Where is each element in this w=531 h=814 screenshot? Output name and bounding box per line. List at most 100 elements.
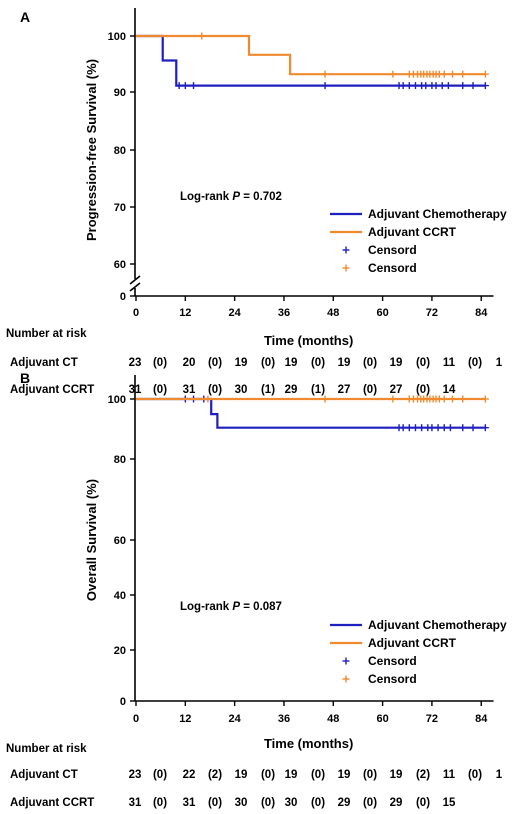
x-tick-label: 12 bbox=[179, 307, 191, 319]
y-tick-label: 80 bbox=[114, 145, 126, 157]
risk-cell: 23 bbox=[129, 357, 142, 369]
x-tick-label: 60 bbox=[376, 713, 388, 725]
risk-cell: (0) bbox=[468, 357, 482, 369]
legend-label: Adjuvant CCRT bbox=[368, 636, 457, 650]
censor-mark bbox=[469, 424, 477, 432]
x-tick-label: 36 bbox=[278, 713, 290, 725]
risk-cell: (0) bbox=[363, 769, 377, 781]
panel-letter: B bbox=[20, 370, 30, 386]
legend-label: Adjuvant Chemotherapy bbox=[368, 207, 507, 221]
x-tick-label: 72 bbox=[426, 307, 438, 319]
censor-mark bbox=[440, 424, 448, 432]
risk-cell: 30 bbox=[285, 797, 298, 809]
x-tick-label: 0 bbox=[133, 307, 139, 319]
y-tick-label: 40 bbox=[114, 590, 126, 602]
axes bbox=[129, 8, 494, 297]
censor-mark bbox=[418, 424, 426, 432]
x-tick-label: 48 bbox=[327, 713, 339, 725]
censor-mark bbox=[448, 70, 456, 78]
logrank-prefix: Log-rank bbox=[180, 601, 232, 613]
censor-mark bbox=[481, 424, 489, 432]
risk-cell: 30 bbox=[235, 384, 248, 396]
legend-swatch-censor bbox=[342, 657, 350, 665]
axes bbox=[134, 375, 494, 702]
risk-cell: 20 bbox=[183, 357, 196, 369]
x-axis-label: Time (months) bbox=[264, 333, 353, 348]
legend-swatch-censor bbox=[342, 675, 350, 683]
risk-cell: 27 bbox=[390, 384, 403, 396]
risk-table: Number at risk Adjuvant CT 23 (0) 22 (2) 19 (0)… bbox=[6, 743, 503, 809]
risk-table-title: Number at risk bbox=[6, 743, 87, 755]
x-tick-label: 12 bbox=[179, 713, 191, 725]
logrank-p: P bbox=[232, 191, 240, 203]
censor-mark bbox=[481, 395, 489, 403]
y-tick-label: 90 bbox=[114, 87, 126, 99]
censor-mark bbox=[321, 395, 329, 403]
risk-cell: (0) bbox=[208, 357, 222, 369]
censor-mark bbox=[198, 32, 206, 40]
legend-label: Censord bbox=[368, 261, 417, 275]
risk-cell: 15 bbox=[443, 797, 456, 809]
risk-cell: (0) bbox=[311, 797, 325, 809]
censor-mark bbox=[440, 70, 448, 78]
y-axis-label: Overall Survival (%) bbox=[84, 479, 99, 601]
risk-cell: 31 bbox=[129, 797, 142, 809]
x-tick-label: 84 bbox=[475, 713, 488, 725]
risk-cell: (1) bbox=[311, 384, 325, 396]
censor-mark bbox=[459, 70, 467, 78]
x-axis-label: Time (months) bbox=[264, 736, 353, 751]
x-tick-label: 24 bbox=[229, 713, 242, 725]
logrank-annotation: Log-rank P = 0.702 bbox=[180, 191, 282, 203]
series-line-chemotherapy bbox=[136, 397, 486, 429]
y-tick-label: 60 bbox=[114, 535, 126, 547]
censor-mark bbox=[459, 82, 467, 90]
y-tick-label: 0 bbox=[120, 696, 126, 708]
censor-mark bbox=[411, 82, 419, 90]
legend-label: Adjuvant CCRT bbox=[368, 225, 457, 239]
censor-mark bbox=[446, 424, 454, 432]
risk-cell: (2) bbox=[416, 769, 430, 781]
legend-label: Censord bbox=[368, 654, 417, 668]
censor-mark bbox=[321, 70, 329, 78]
censor-mark bbox=[399, 82, 407, 90]
risk-cell: 19 bbox=[338, 357, 351, 369]
x-tick-label: 60 bbox=[376, 307, 388, 319]
series-line-ccrt bbox=[136, 34, 486, 76]
risk-cell: 27 bbox=[338, 384, 351, 396]
x-tick-label: 72 bbox=[426, 713, 438, 725]
risk-cell: 29 bbox=[390, 797, 403, 809]
risk-cell: (0) bbox=[208, 797, 222, 809]
censor-mark bbox=[438, 82, 446, 90]
risk-cell: 29 bbox=[285, 384, 298, 396]
y-tick-label: 60 bbox=[114, 259, 126, 271]
risk-row-label: Adjuvant CCRT bbox=[10, 797, 94, 809]
risk-row-label: Adjuvant CT bbox=[10, 357, 78, 369]
risk-cell: 29 bbox=[338, 797, 351, 809]
risk-cell: 22 bbox=[183, 769, 196, 781]
censor-mark bbox=[405, 82, 413, 90]
risk-cell: (0) bbox=[261, 797, 275, 809]
risk-cell: (0) bbox=[153, 769, 167, 781]
legend: Adjuvant Chemotherapy Adjuvant CCRT Censor… bbox=[330, 618, 507, 686]
risk-cell: 30 bbox=[235, 797, 248, 809]
x-tick-label: 24 bbox=[229, 307, 242, 319]
legend-label: Censord bbox=[368, 243, 417, 257]
chart-panel-a: A 0 60 70 80 90 100 0 12 24 36 48 60 72 84 Progression-… bbox=[6, 8, 507, 396]
logrank-value: = 0.087 bbox=[240, 601, 282, 613]
risk-cell: 19 bbox=[235, 357, 248, 369]
risk-cell: (0) bbox=[261, 357, 275, 369]
risk-cell: (0) bbox=[311, 357, 325, 369]
risk-cell: (0) bbox=[363, 797, 377, 809]
risk-cell: (0) bbox=[208, 384, 222, 396]
censor-mark bbox=[434, 424, 442, 432]
censor-mark bbox=[204, 395, 212, 403]
censor-mark bbox=[428, 424, 436, 432]
x-tick-label: 36 bbox=[278, 307, 290, 319]
censor-mark bbox=[405, 424, 413, 432]
censor-mark bbox=[459, 395, 467, 403]
logrank-p: P bbox=[232, 601, 240, 613]
y-tick-label: 100 bbox=[108, 31, 126, 43]
risk-cell: 19 bbox=[235, 769, 248, 781]
risk-table: Number at risk Adjuvant CT 23 (0) 20 (0) 19 (0)… bbox=[6, 328, 503, 396]
